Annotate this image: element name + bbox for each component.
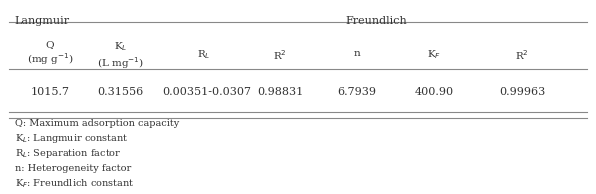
Text: 0.31556: 0.31556 [98,87,144,97]
Text: 0.00351-0.0307: 0.00351-0.0307 [162,87,251,97]
Text: K$_F$: Freundlich constant: K$_F$: Freundlich constant [14,177,134,190]
Text: K$_F$: K$_F$ [427,49,441,61]
Text: R$^2$: R$^2$ [516,49,529,62]
Text: 1015.7: 1015.7 [30,87,70,97]
Text: 6.7939: 6.7939 [337,87,377,97]
Text: Q
(mg g$^{-1}$): Q (mg g$^{-1}$) [27,40,73,67]
Text: Langmuir: Langmuir [14,16,70,26]
Text: 400.90: 400.90 [414,87,454,97]
Text: R$^2$: R$^2$ [274,49,287,62]
Text: Q: Maximum adsorption capacity: Q: Maximum adsorption capacity [14,119,179,128]
Text: R$_L$: Separation factor: R$_L$: Separation factor [14,147,121,160]
Text: 0.98831: 0.98831 [257,87,303,97]
Text: K$_L$
(L mg$^{-1}$): K$_L$ (L mg$^{-1}$) [97,40,144,71]
Text: 0.99963: 0.99963 [499,87,545,97]
Text: n: n [353,49,361,58]
Text: Freundlich: Freundlich [345,16,407,26]
Text: n: Heterogeneity factor: n: Heterogeneity factor [14,164,131,173]
Text: R$_L$: R$_L$ [197,49,210,61]
Text: K$_L$: Langmuir constant: K$_L$: Langmuir constant [14,132,128,145]
